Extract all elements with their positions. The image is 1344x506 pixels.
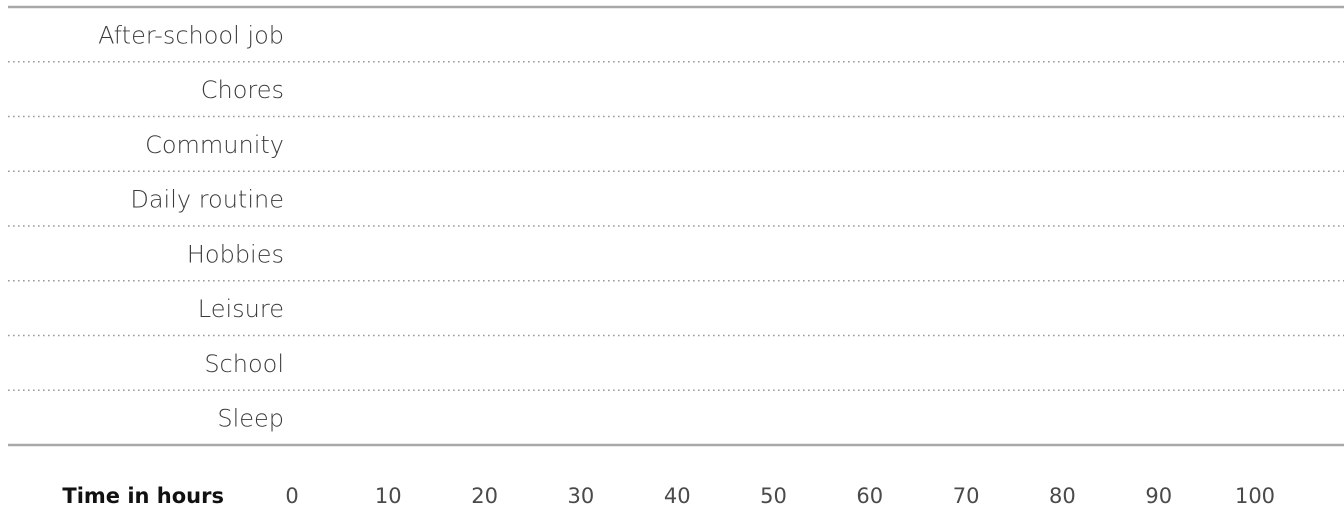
category-label: Community: [145, 131, 284, 159]
x-tick-label: 60: [856, 484, 883, 506]
x-axis-ticks: 0 10 20 30 40 50 60 70 80 90 100: [285, 484, 1275, 506]
x-axis-title: Time in hours: [62, 484, 224, 506]
x-tick-label: 10: [375, 484, 402, 506]
x-tick-label: 0: [285, 484, 298, 506]
x-tick-label: 80: [1049, 484, 1076, 506]
category-label: Daily routine: [130, 186, 284, 214]
x-tick-label: 40: [664, 484, 691, 506]
x-tick-label: 70: [953, 484, 980, 506]
category-label: School: [204, 350, 284, 378]
category-label: Sleep: [217, 405, 284, 433]
category-label: Hobbies: [187, 240, 284, 268]
category-label: Chores: [201, 76, 284, 104]
category-rows: After-school job Chores Community Daily rou…: [8, 21, 1344, 433]
x-tick-label: 30: [568, 484, 595, 506]
category-label: Leisure: [198, 295, 284, 323]
x-tick-label: 100: [1235, 484, 1275, 506]
x-tick-label: 90: [1145, 484, 1172, 506]
x-tick-label: 20: [471, 484, 498, 506]
x-tick-label: 50: [760, 484, 787, 506]
category-label: After-school job: [98, 21, 284, 49]
